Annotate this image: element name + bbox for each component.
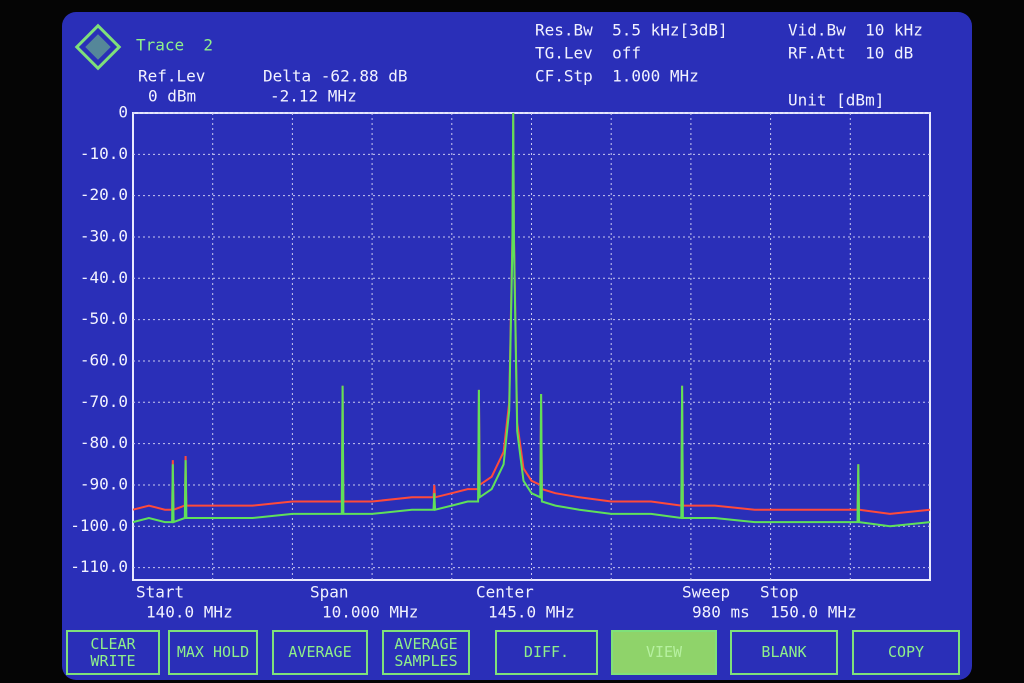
softkey[interactable]: CLEAR WRITE	[66, 630, 160, 675]
unit: Unit [dBm]	[788, 91, 884, 110]
trace-line	[132, 112, 931, 528]
display	[62, 12, 972, 680]
center-value: 145.0 MHz	[488, 603, 575, 622]
y-tick-label: -70.0	[80, 392, 128, 411]
tg-lev: TG.Lev off	[535, 44, 641, 63]
softkey[interactable]: VIEW	[611, 630, 717, 675]
sweep-label: Sweep	[682, 583, 730, 602]
y-tick-label: -20.0	[80, 185, 128, 204]
y-tick-label: -90.0	[80, 474, 128, 493]
softkey[interactable]: COPY	[852, 630, 960, 675]
y-tick-label: -80.0	[80, 433, 128, 452]
cf-stp: CF.Stp 1.000 MHz	[535, 67, 699, 86]
res-bw: Res.Bw 5.5 kHz[3dB]	[535, 21, 728, 40]
y-tick-label: -50.0	[80, 309, 128, 328]
span-label: Span	[310, 583, 349, 602]
softkey[interactable]: BLANK	[730, 630, 838, 675]
stop-value: 150.0 MHz	[770, 603, 857, 622]
span-value: 10.000 MHz	[322, 603, 418, 622]
trace-line	[132, 112, 931, 515]
center-label: Center	[476, 583, 534, 602]
y-tick-label: -40.0	[80, 268, 128, 287]
vid-bw: Vid.Bw 10 kHz	[788, 21, 923, 40]
y-tick-label: -10.0	[80, 144, 128, 163]
rf-att: RF.Att 10 dB	[788, 44, 913, 63]
softkey[interactable]: AVERAGE	[272, 630, 368, 675]
delta: Delta -62.88 dB	[263, 67, 408, 86]
y-tick-label: -30.0	[80, 226, 128, 245]
y-tick-label: -110.0	[70, 557, 128, 576]
delta-freq: -2.12 MHz	[270, 87, 357, 106]
y-tick-label: 0	[118, 103, 128, 122]
y-tick-label: -60.0	[80, 350, 128, 369]
softkey[interactable]: AVERAGE SAMPLES	[382, 630, 470, 675]
softkey[interactable]: MAX HOLD	[168, 630, 258, 675]
y-tick-label: -100.0	[70, 516, 128, 535]
ref-lev-label: Ref.Lev	[138, 67, 205, 86]
logo	[74, 23, 122, 71]
stop-label: Stop	[760, 583, 799, 602]
sweep-value: 980 ms	[692, 603, 750, 622]
trace-label: Trace 2	[136, 36, 213, 55]
ref-lev-value: 0 dBm	[148, 87, 196, 106]
start-label: Start	[136, 583, 184, 602]
softkey[interactable]: DIFF.	[495, 630, 598, 675]
start-value: 140.0 MHz	[146, 603, 233, 622]
